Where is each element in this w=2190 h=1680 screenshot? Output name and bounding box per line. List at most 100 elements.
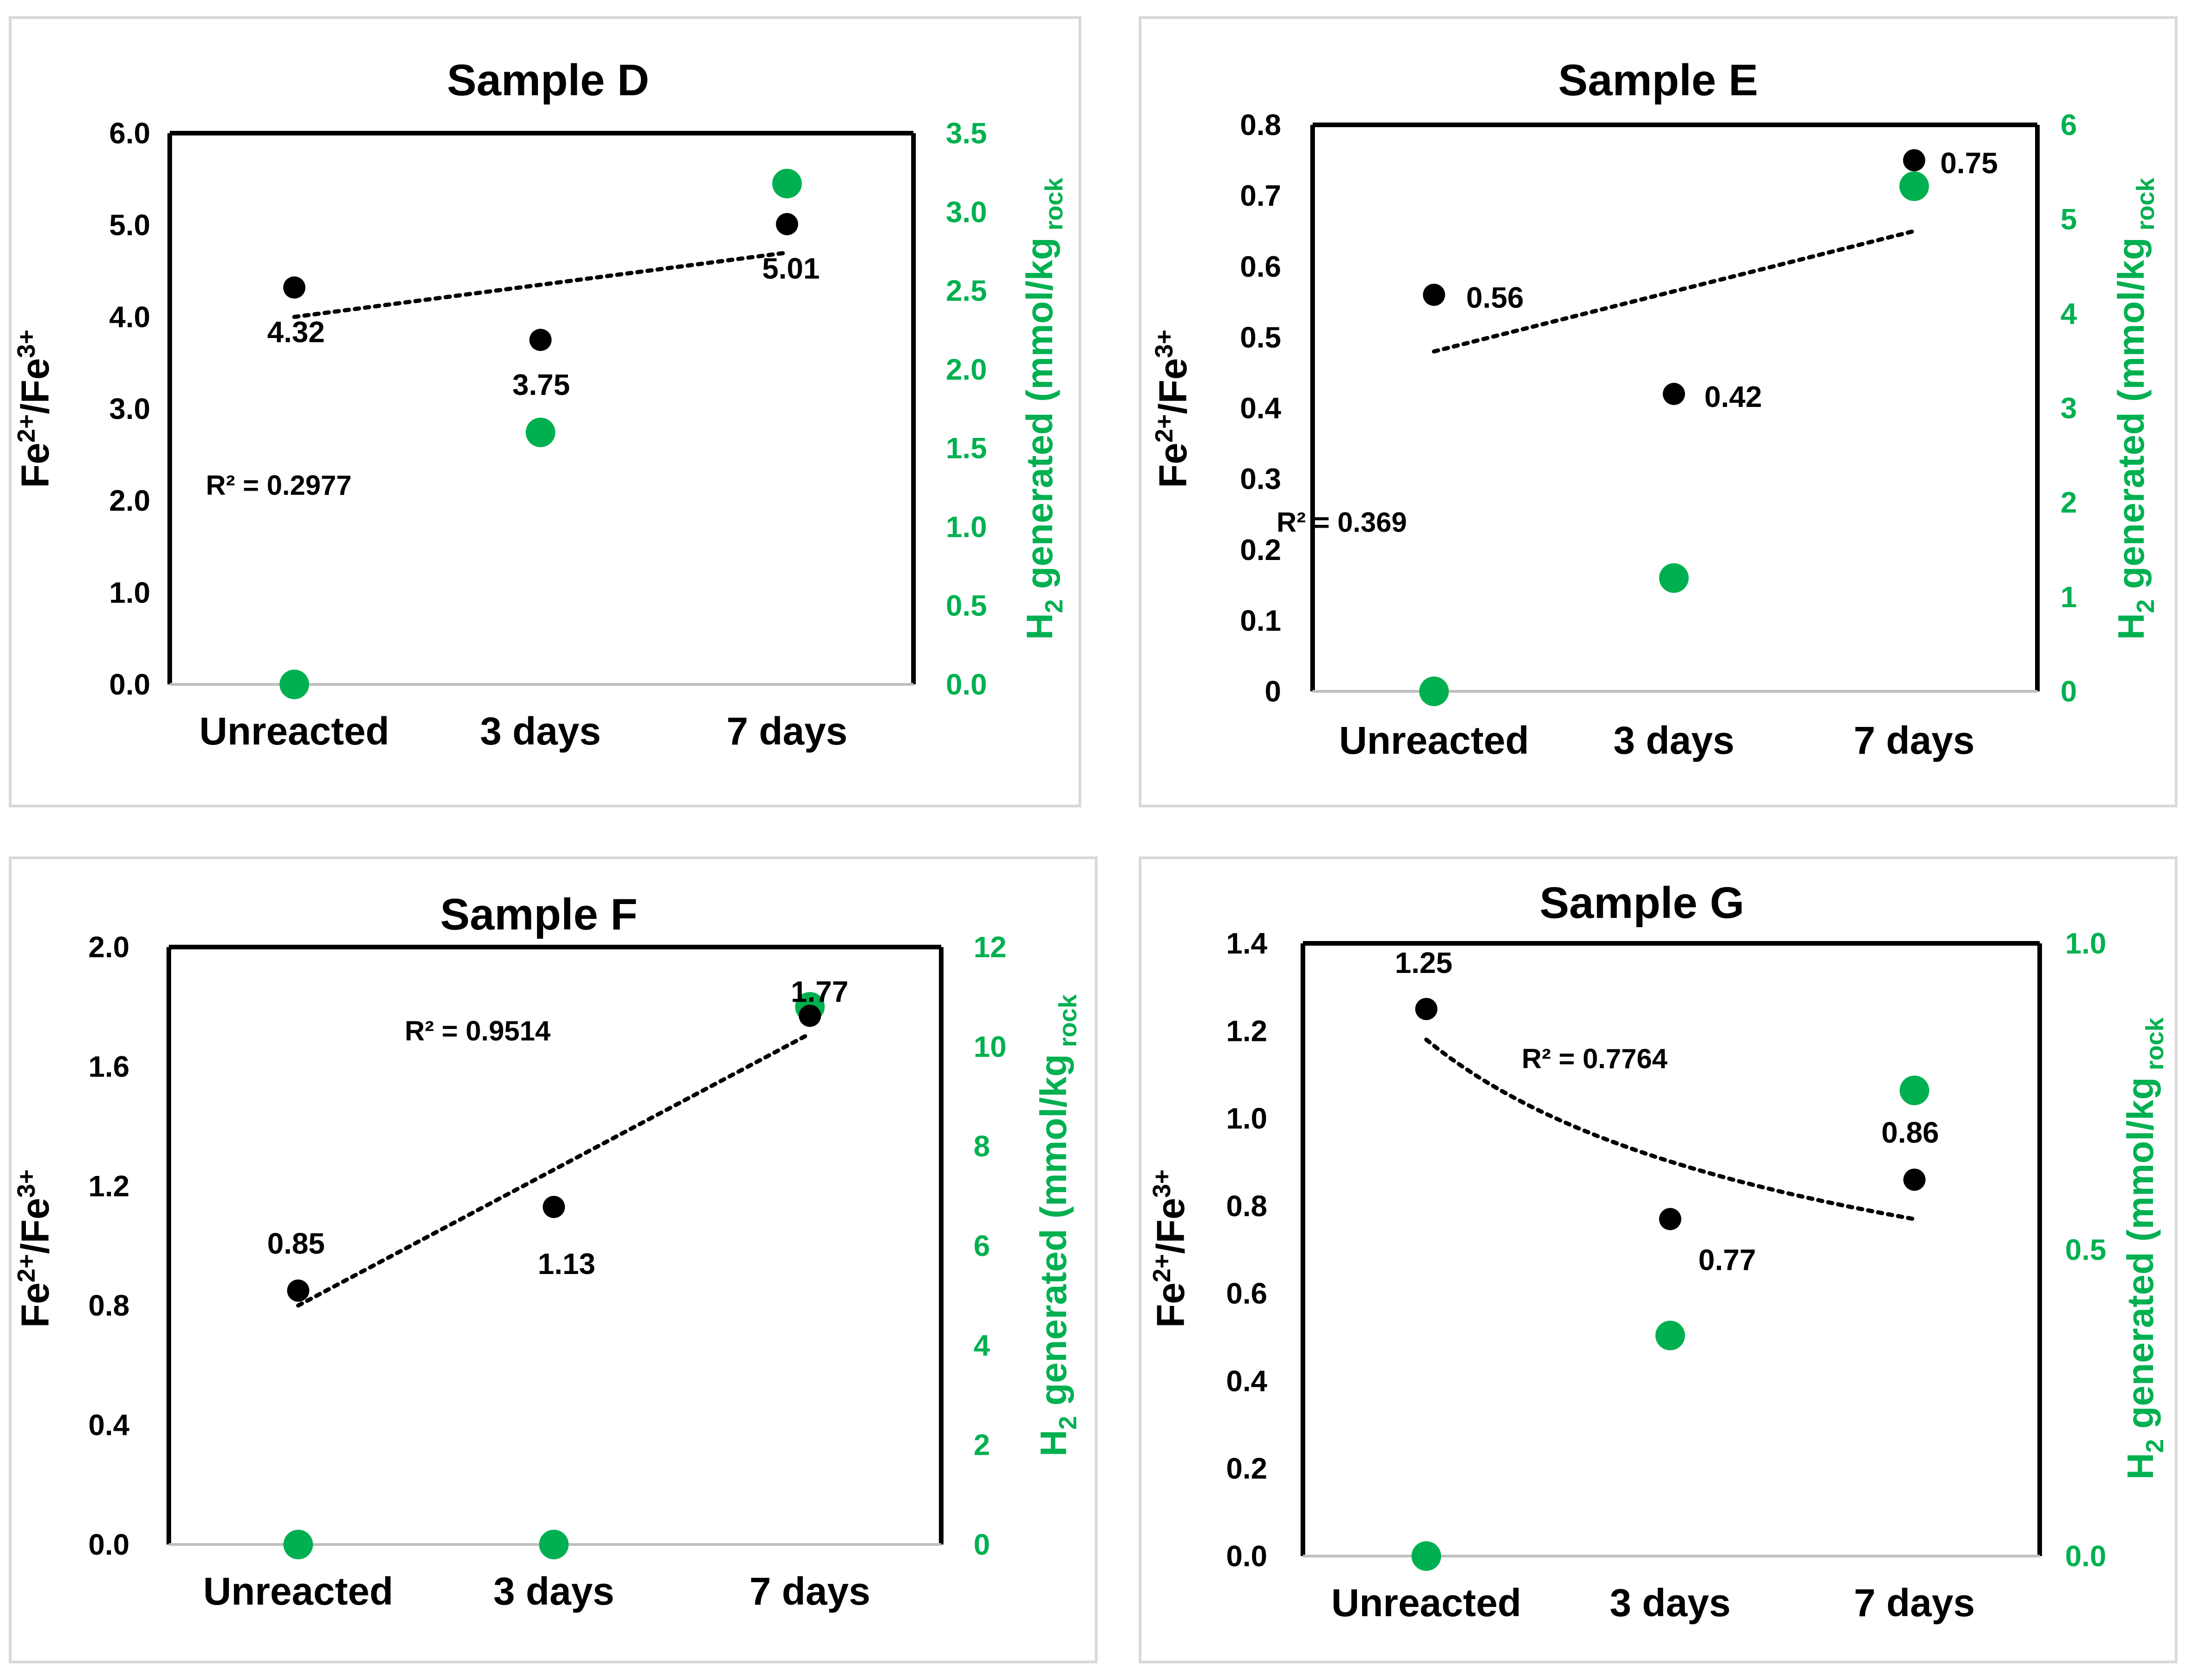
fe-point <box>1423 283 1445 306</box>
x-tick-label: Unreacted <box>1331 1581 1521 1625</box>
panel-sample-g: Sample G 0.0 0.2 0.4 0.6 0.8 1.0 1.2 1.4 0.0 0.5 1.… <box>1139 856 2178 1663</box>
h2-point <box>283 1530 313 1559</box>
chart-title: Sample G <box>1540 878 1745 928</box>
y-right-tick-label: 2 <box>974 1428 990 1462</box>
fe-point <box>1663 382 1685 405</box>
y-left-axis-label: Fe2+/Fe3+ <box>1150 330 1195 488</box>
x-tick-label: 3 days <box>1610 1581 1731 1625</box>
fe-data-label: 0.77 <box>1698 1243 1756 1276</box>
y-left-tick-label: 0.1 <box>1240 604 1281 637</box>
y-right-tick-label: 0 <box>2060 675 2077 708</box>
x-tick-label: 7 days <box>1854 719 1975 762</box>
y-left-tick-label: 0.0 <box>1226 1539 1267 1573</box>
y-right-axis-label: H2 generated (mmol/kg rock <box>1033 994 1082 1456</box>
trendline <box>1424 1037 1917 1221</box>
y-left-axis-label: Fe2+/Fe3+ <box>12 330 57 488</box>
y-right-tick-label: 10 <box>974 1030 1006 1063</box>
y-left-tick-label: 0.8 <box>1240 108 1281 142</box>
y-right-tick-label: 0.5 <box>2065 1233 2106 1267</box>
y-left-tick-label: 1.4 <box>1226 927 1267 960</box>
y-right-tick-label: 6 <box>2060 108 2077 142</box>
h2-point <box>1899 171 1929 201</box>
fe-data-label: 0.86 <box>1882 1116 1939 1149</box>
y-left-tick-label: 2.0 <box>109 484 150 517</box>
y-left-tick-label: 2.0 <box>88 930 130 964</box>
fe-data-label: 4.32 <box>267 315 325 349</box>
y-left-tick-label: 0.7 <box>1240 179 1281 212</box>
fe-data-label: 3.75 <box>512 368 570 401</box>
fe-data-label: 1.13 <box>538 1247 596 1280</box>
chart-title: Sample D <box>447 55 649 105</box>
fe-data-label: 5.01 <box>762 252 820 285</box>
y-left-axis-label: Fe2+/Fe3+ <box>12 1169 57 1328</box>
h2-point <box>1411 1541 1441 1571</box>
y-left-tick-label: 1.6 <box>88 1050 130 1083</box>
y-right-axis-label: H2 generated (mmol/kg rock <box>2120 1017 2169 1479</box>
y-right-axis-label: H2 generated (mmol/kg rock <box>2110 177 2159 640</box>
h2-point <box>1900 1076 1930 1105</box>
y-left-tick-label: 0.0 <box>109 668 150 701</box>
r-squared-label: R² = 0.9514 <box>405 1015 551 1046</box>
y-left-tick-label: 3.0 <box>109 392 150 425</box>
y-left-tick-label: 1.2 <box>1226 1014 1267 1047</box>
panel-border <box>1139 16 2178 807</box>
y-right-tick-label: 3 <box>2060 392 2077 425</box>
y-right-tick-label: 2.0 <box>946 353 987 386</box>
y-right-tick-label: 1.5 <box>946 431 987 465</box>
r-squared-label: R² = 0.7764 <box>1522 1043 1668 1074</box>
y-left-tick-label: 0 <box>1265 675 1281 708</box>
trendline <box>292 250 790 319</box>
y-left-tick-label: 1.0 <box>109 576 150 609</box>
fe-point <box>1659 1208 1682 1231</box>
panel-border <box>9 16 1081 807</box>
y-left-axis-label: Fe2+/Fe3+ <box>1148 1169 1192 1328</box>
fe-data-label: 0.42 <box>1704 380 1762 413</box>
y-right-tick-label: 12 <box>974 930 1006 964</box>
h2-point <box>772 168 802 198</box>
y-right-tick-label: 0.5 <box>946 589 987 622</box>
y-left-tick-label: 0.4 <box>1240 392 1281 425</box>
y-right-tick-label: 3.5 <box>946 117 987 150</box>
y-left-tick-label: 0.5 <box>1240 320 1281 354</box>
trendline <box>296 1031 812 1308</box>
fe-data-label: 0.56 <box>1466 281 1524 314</box>
y-left-tick-label: 0.0 <box>88 1528 130 1561</box>
fe-data-label: 0.85 <box>267 1227 325 1260</box>
y-left-tick-label: 1.0 <box>1226 1102 1267 1135</box>
fe-point <box>776 213 798 235</box>
h2-point <box>279 670 309 699</box>
panel-border <box>1139 856 2178 1663</box>
fe-point <box>543 1196 565 1218</box>
panel-sample-f: Sample F 0.0 0.4 0.8 1.2 1.6 2.0 0 2 4 6 8 10 12 Unrea… <box>9 856 1098 1663</box>
y-right-tick-label: 1.0 <box>2065 927 2106 960</box>
fe-data-label: 0.75 <box>1940 147 1998 180</box>
y-right-tick-label: 2.5 <box>946 274 987 308</box>
y-right-tick-label: 6 <box>974 1229 990 1262</box>
y-right-tick-label: 0.0 <box>2065 1539 2106 1573</box>
chart-title: Sample E <box>1558 55 1758 105</box>
r-squared-label: R² = 0.2977 <box>206 470 352 501</box>
fe-point <box>283 276 306 299</box>
fe-point <box>1903 149 1925 172</box>
h2-point <box>539 1530 569 1559</box>
y-left-tick-label: 6.0 <box>109 117 150 150</box>
y-left-tick-label: 5.0 <box>109 209 150 242</box>
h2-point <box>1419 677 1449 706</box>
y-right-tick-label: 4 <box>974 1329 990 1362</box>
y-left-tick-label: 4.0 <box>109 300 150 333</box>
y-left-tick-label: 0.4 <box>88 1409 130 1442</box>
y-right-axis-label: H2 generated (mmol/kg rock <box>1019 177 1068 640</box>
x-tick-label: Unreacted <box>203 1569 393 1613</box>
x-tick-label: 3 days <box>494 1569 615 1613</box>
x-tick-label: 7 days <box>1854 1581 1975 1625</box>
y-left-tick-label: 0.2 <box>1240 533 1281 566</box>
y-right-tick-label: 0.0 <box>946 668 987 701</box>
y-right-tick-label: 1.0 <box>946 510 987 543</box>
y-left-tick-label: 0.2 <box>1226 1452 1267 1485</box>
y-right-tick-label: 1 <box>2060 580 2077 614</box>
y-right-tick-label: 3.0 <box>946 195 987 228</box>
chart-title: Sample F <box>440 890 638 939</box>
h2-point <box>525 418 555 448</box>
